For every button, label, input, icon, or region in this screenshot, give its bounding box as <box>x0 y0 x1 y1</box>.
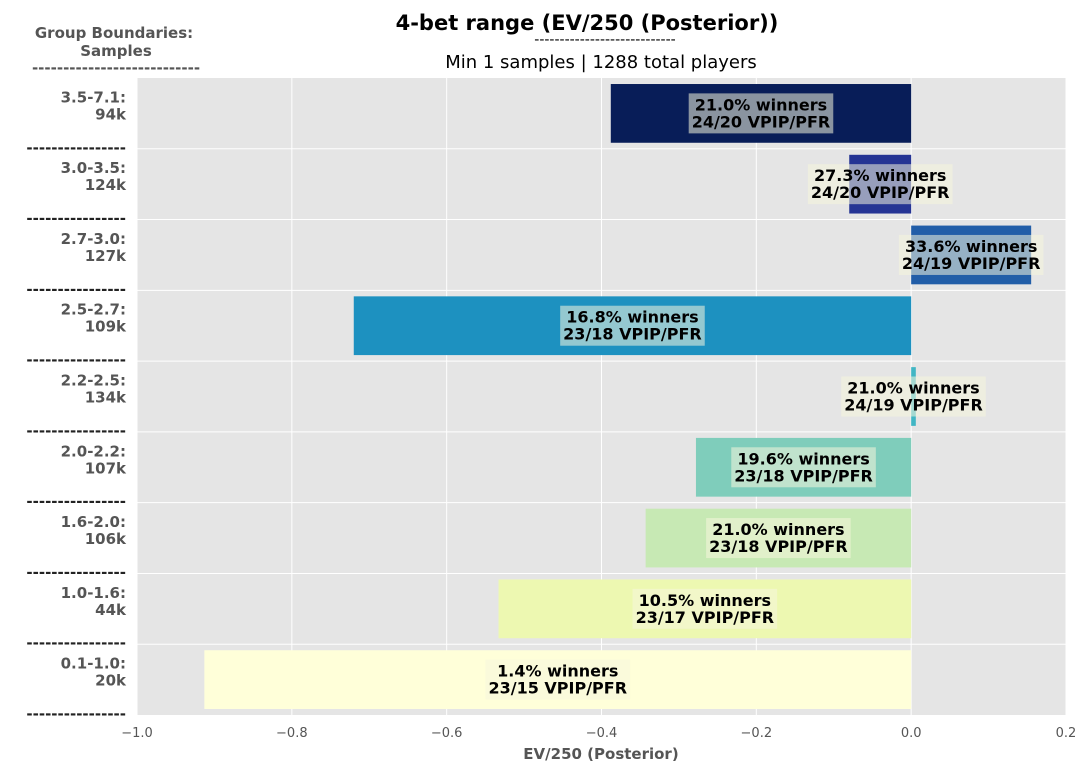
y-tick-samples: 94k <box>95 105 127 123</box>
bar-label-vpip-pfr: 24/19 VPIP/PFR <box>902 254 1041 273</box>
chart-subtitle: Min 1 samples | 1288 total players <box>445 52 757 73</box>
bar-label-winners: 33.6% winners <box>905 237 1037 256</box>
bar-label-vpip-pfr: 23/18 VPIP/PFR <box>709 537 848 556</box>
x-tick-label: −0.4 <box>586 726 618 741</box>
corner-label-line1: Group Boundaries: <box>35 24 193 42</box>
x-tick-label: −0.8 <box>276 726 308 741</box>
group-separator: ---------------- <box>26 634 126 652</box>
bar-label-box <box>560 305 705 346</box>
bar-label-box <box>807 164 953 205</box>
bar-label-vpip-pfr: 23/17 VPIP/PFR <box>636 608 775 627</box>
group-separator: ---------------- <box>26 705 126 723</box>
bar-label-box <box>898 234 1044 275</box>
corner-label-underline: --------------------------- <box>32 59 200 77</box>
group-separator: ---------------- <box>26 351 126 369</box>
y-tick-range: 2.5-2.7: <box>61 301 126 319</box>
bar-label-vpip-pfr: 24/20 VPIP/PFR <box>692 112 831 131</box>
y-axis: 3.5-7.1:94k ---------------- 3.0-3.5:124k -… <box>26 88 127 723</box>
x-tick-label: −1.0 <box>121 726 153 741</box>
y-tick-samples: 106k <box>85 530 127 548</box>
y-tick-samples: 109k <box>85 318 127 336</box>
y-tick-range: 1.6-2.0: <box>61 513 126 531</box>
group-separator: ---------------- <box>26 280 126 298</box>
chart-title: 4-bet range (EV/250 (Posterior)) <box>396 11 779 35</box>
y-tick-samples: 20k <box>95 672 127 690</box>
y-tick-range: 3.5-7.1: <box>61 88 126 106</box>
bar-label-winners: 21.0% winners <box>712 520 844 539</box>
corner-label-line2: Samples <box>80 42 152 60</box>
bar-label-vpip-pfr: 23/18 VPIP/PFR <box>563 325 702 344</box>
x-tick-label: 0.0 <box>901 726 922 741</box>
bar-label-winners: 21.0% winners <box>847 379 979 398</box>
bar-label-winners: 1.4% winners <box>497 662 618 681</box>
x-tick-label: −0.2 <box>741 726 773 741</box>
y-tick-range: 2.2-2.5: <box>61 372 126 390</box>
y-tick-range: 1.0-1.6: <box>61 584 126 602</box>
bar-label-vpip-pfr: 23/18 VPIP/PFR <box>734 466 873 485</box>
bar-label-box <box>841 376 986 417</box>
bar-label-vpip-pfr: 24/19 VPIP/PFR <box>844 396 983 415</box>
bar-label-winners: 19.6% winners <box>737 449 869 468</box>
bar-label-winners: 27.3% winners <box>814 166 946 185</box>
y-tick-range: 2.7-3.0: <box>61 230 126 248</box>
bar-label-box <box>485 659 631 700</box>
x-tick-label: 0.2 <box>1056 726 1077 741</box>
y-tick-range: 0.1-1.0: <box>61 655 126 673</box>
group-separator: ---------------- <box>26 493 126 511</box>
x-axis-label: EV/250 (Posterior) <box>523 745 678 763</box>
bar-label-box <box>688 93 834 134</box>
group-separator: ---------------- <box>26 563 126 581</box>
group-separator: ---------------- <box>26 139 126 157</box>
group-separator: ---------------- <box>26 210 126 228</box>
y-tick-range: 3.0-3.5: <box>61 159 126 177</box>
y-tick-samples: 107k <box>85 459 127 477</box>
y-tick-range: 2.0-2.2: <box>61 442 126 460</box>
x-tick-label: −0.6 <box>431 726 463 741</box>
y-tick-samples: 134k <box>85 389 127 407</box>
bar-label-box <box>731 447 876 488</box>
bar-label-box <box>706 518 851 559</box>
y-tick-samples: 124k <box>85 176 127 194</box>
y-tick-samples: 127k <box>85 247 127 265</box>
bar-label-winners: 16.8% winners <box>566 308 698 327</box>
bar-label-winners: 21.0% winners <box>695 95 827 114</box>
group-separator: ---------------- <box>26 422 126 440</box>
bar-label-vpip-pfr: 24/20 VPIP/PFR <box>811 183 950 202</box>
y-tick-samples: 44k <box>95 601 127 619</box>
bar-label-winners: 10.5% winners <box>639 591 771 610</box>
bar-label-box <box>632 588 778 629</box>
bar-label-vpip-pfr: 23/15 VPIP/PFR <box>488 679 627 698</box>
x-axis: −1.0 −0.8 −0.6 −0.4 −0.2 0.0 0.2 <box>121 726 1076 741</box>
chart-title-underline: ---------------------------- <box>534 32 675 48</box>
